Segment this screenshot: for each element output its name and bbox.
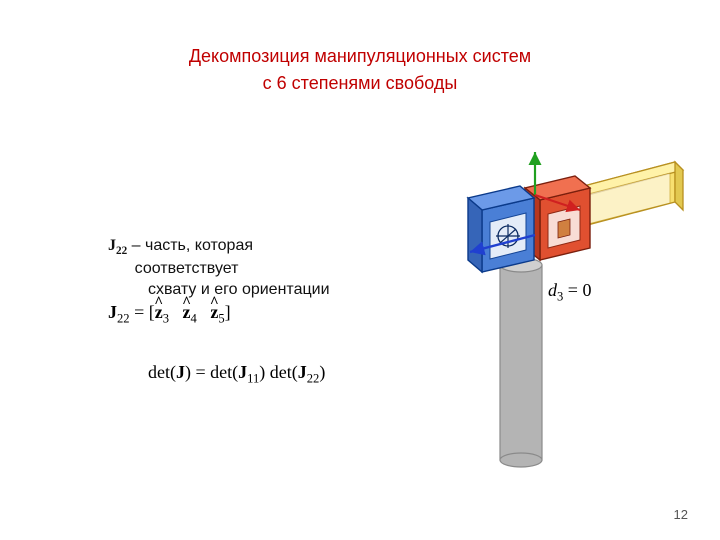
equation-det: det(J) = det(J11) det(J22) xyxy=(148,362,325,387)
desc-line2: соответствует xyxy=(135,260,239,277)
j22-description: J22 – часть, которая соответствует схват… xyxy=(108,236,330,300)
slide-title: Декомпозиция манипуляционных систем с 6 … xyxy=(0,43,720,97)
desc-line1: – часть, которая xyxy=(127,237,253,254)
desc-line3: схвату и его ориентации xyxy=(148,281,329,298)
page-number: 12 xyxy=(674,507,688,522)
title-line2: с 6 степенями свободы xyxy=(263,73,458,93)
equation-j22: J22 = [z3 z4 z5] xyxy=(108,302,231,327)
j22-symbol: J22 xyxy=(108,237,127,254)
robot-wrist-diagram xyxy=(430,140,690,470)
title-line1: Декомпозиция манипуляционных систем xyxy=(189,46,531,66)
